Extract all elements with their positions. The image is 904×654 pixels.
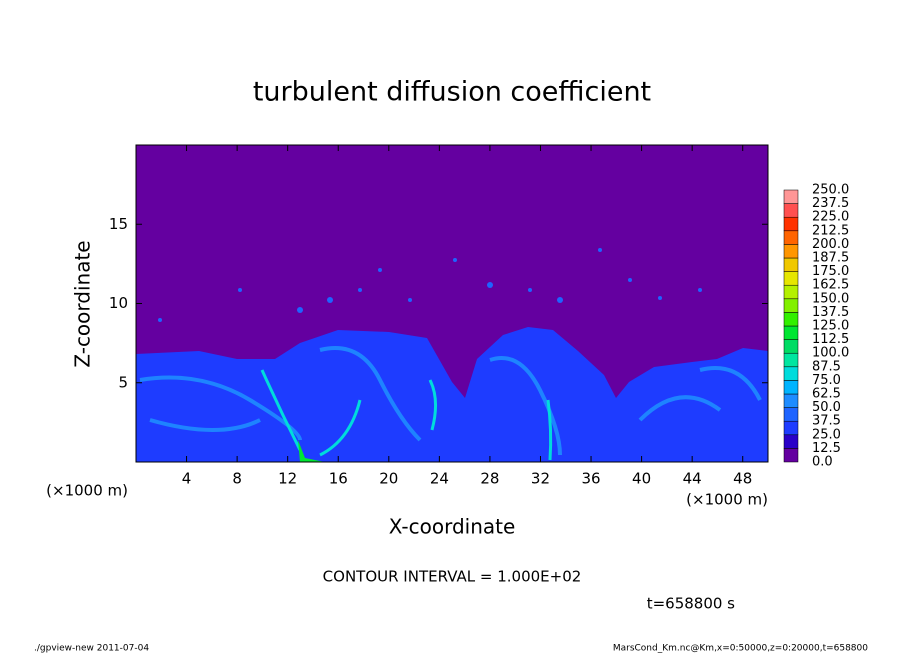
colorbar-band xyxy=(783,393,799,408)
x-tick-label: 32 xyxy=(531,470,550,488)
colorbar-label: 250.0 xyxy=(812,183,849,198)
y-tick-label: 15 xyxy=(109,215,128,233)
colorbar-label: 75.0 xyxy=(812,373,841,388)
y-unit: (×1000 m) xyxy=(46,482,128,500)
colorbar-label: 112.5 xyxy=(812,332,849,347)
x-tick-label: 48 xyxy=(733,470,752,488)
x-tick-label: 40 xyxy=(632,470,651,488)
x-tick-label: 20 xyxy=(379,470,398,488)
colorbar-label: 125.0 xyxy=(812,319,849,334)
colorbar-band xyxy=(783,230,799,245)
colorbar-label: 200.0 xyxy=(812,237,849,252)
colorbar-label: 25.0 xyxy=(812,427,841,442)
colorbar-band xyxy=(783,203,799,218)
contour-field xyxy=(136,145,768,462)
x-tick-label: 28 xyxy=(480,470,499,488)
colorbar-label: 50.0 xyxy=(812,400,841,415)
colorbar-band xyxy=(783,284,799,300)
x-tick-label: 44 xyxy=(683,470,702,488)
colorbar-label: 237.5 xyxy=(812,196,849,211)
footer: MarsCond_Km.nc@Km,x=0:50000,z=0:20000,t=… xyxy=(613,644,868,654)
x-tick-label: 8 xyxy=(232,470,242,488)
colorbar-band xyxy=(783,298,799,313)
x-tick-label: 24 xyxy=(430,470,449,488)
colorbar-band xyxy=(783,271,799,286)
colorbar-label: 0.0 xyxy=(812,455,833,470)
colorbar-band xyxy=(783,407,799,422)
colorbar-label: 37.5 xyxy=(812,414,841,429)
colorbar-label: 187.5 xyxy=(812,251,849,266)
colorbar-band xyxy=(783,339,799,354)
colorbar-label: 137.5 xyxy=(812,305,849,320)
colorbar-label: 225.0 xyxy=(812,210,849,225)
x-tick-label: 36 xyxy=(581,470,600,488)
annotation: CONTOUR INTERVAL = 1.000E+02 xyxy=(323,568,582,586)
chart-title: turbulent diffusion coefficient xyxy=(253,77,651,108)
colorbar-label: 62.5 xyxy=(812,387,841,402)
colorbar-band xyxy=(783,448,799,463)
colorbar-band xyxy=(783,420,799,436)
y-tick-label: 5 xyxy=(118,373,128,391)
colorbar-label: 175.0 xyxy=(812,264,849,279)
x-tick-label: 4 xyxy=(182,470,192,488)
y-tick-label: 10 xyxy=(109,294,128,312)
colorbar-band xyxy=(783,366,799,381)
colorbar-band xyxy=(783,257,799,272)
colorbar-label: 162.5 xyxy=(812,278,849,293)
x-unit: (×1000 m) xyxy=(686,491,768,509)
y-axis-label: Z-coordinate xyxy=(71,240,95,367)
colorbar-label: 150.0 xyxy=(812,291,849,306)
colorbar-band xyxy=(783,216,799,232)
annotation: t=658800 s xyxy=(647,595,735,613)
colorbar-band xyxy=(783,352,799,368)
x-tick-label: 16 xyxy=(329,470,348,488)
colorbar-band xyxy=(783,434,799,449)
colorbar-band xyxy=(783,380,799,395)
footer: ./gpview-new 2011-07-04 xyxy=(34,644,149,654)
colorbar-label: 12.5 xyxy=(812,441,841,456)
colorbar-band xyxy=(783,189,799,204)
colorbar-label: 87.5 xyxy=(812,359,841,374)
x-tick-label: 12 xyxy=(278,470,297,488)
colorbar-label: 212.5 xyxy=(812,223,849,238)
x-axis-label: X-coordinate xyxy=(389,515,516,539)
colorbar-label: 100.0 xyxy=(812,346,849,361)
colorbar-band xyxy=(783,312,799,327)
colorbar-band xyxy=(783,325,799,340)
colorbar-band xyxy=(783,244,799,259)
